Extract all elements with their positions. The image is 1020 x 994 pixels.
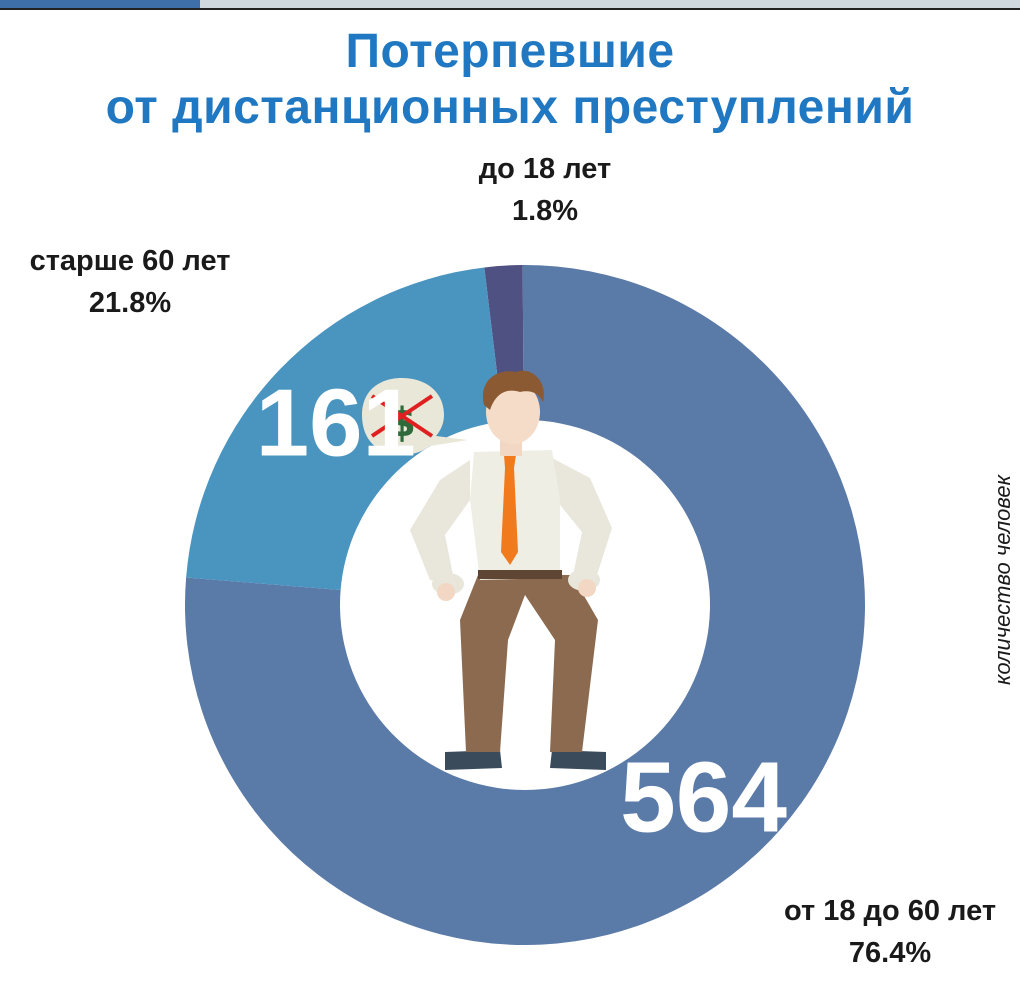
label-under-18: до 18 лет 1.8% — [430, 148, 660, 232]
label-over-60: старше 60 лет 21.8% — [0, 240, 260, 324]
label-under-18-percent: 1.8% — [511, 195, 579, 227]
label-over-60-percent: 21.8% — [88, 287, 172, 319]
label-18-60: от 18 до 60 лет 76.4% — [760, 890, 1020, 974]
title-line-1: Потерпевшие — [345, 25, 675, 78]
title-line-2: от дистанционных преступлений — [105, 81, 915, 134]
top-strip-grey — [200, 0, 1020, 8]
top-strip-line — [0, 8, 1020, 10]
label-over-60-name: старше 60 лет — [29, 245, 231, 277]
chart-title: Потерпевшие от дистанционных преступлени… — [0, 24, 1020, 136]
side-caption: количество человек — [990, 475, 1015, 685]
slice-over-60-count: 161 — [256, 370, 416, 477]
label-18-60-name: от 18 до 60 лет — [783, 895, 997, 927]
slice-18-60 — [185, 264, 865, 945]
man-empty-pockets-icon — [410, 370, 612, 770]
label-18-60-percent: 76.4% — [848, 937, 932, 969]
slice-over-60 — [186, 267, 503, 591]
no-money-icon: $ — [362, 378, 468, 455]
slice-18-60-count: 564 — [620, 741, 787, 853]
label-under-18-name: до 18 лет — [478, 153, 612, 185]
top-decor-strip — [0, 0, 1020, 10]
top-strip-blue — [0, 0, 200, 8]
